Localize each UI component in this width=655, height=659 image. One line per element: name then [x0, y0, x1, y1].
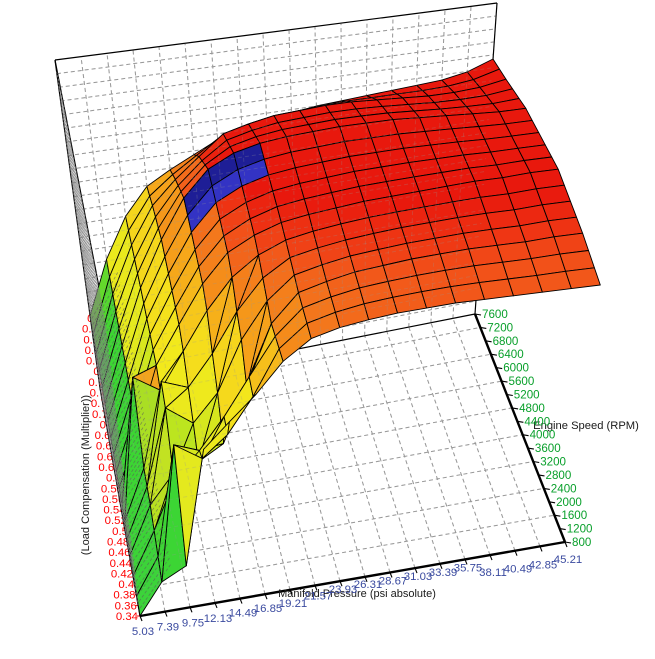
svg-text:3200: 3200 [540, 456, 566, 469]
svg-text:0.42: 0.42 [111, 568, 133, 580]
svg-text:14.49: 14.49 [229, 608, 258, 620]
svg-text:0.5: 0.5 [112, 526, 128, 538]
svg-text:35.75: 35.75 [454, 562, 483, 574]
svg-text:23.93: 23.93 [329, 584, 358, 596]
svg-text:1600: 1600 [561, 509, 587, 522]
svg-text:(Load Compensation (Multiplier: (Load Compensation (Multiplier)) [80, 395, 92, 555]
svg-text:2000: 2000 [556, 496, 582, 509]
svg-text:1200: 1200 [567, 523, 593, 536]
svg-text:0.46: 0.46 [108, 547, 130, 559]
svg-text:0.52: 0.52 [105, 515, 127, 527]
svg-text:19.21: 19.21 [279, 598, 308, 610]
svg-text:4400: 4400 [524, 415, 550, 428]
svg-text:16.85: 16.85 [254, 603, 283, 615]
svg-text:5.03: 5.03 [132, 626, 154, 638]
svg-text:2400: 2400 [551, 482, 577, 495]
svg-text:6800: 6800 [493, 335, 519, 348]
svg-text:6000: 6000 [503, 362, 529, 375]
svg-text:Engine Speed (RPM): Engine Speed (RPM) [533, 420, 639, 432]
svg-text:12.13: 12.13 [204, 613, 233, 625]
svg-text:31.03: 31.03 [404, 571, 433, 583]
svg-text:28.67: 28.67 [379, 576, 408, 588]
svg-text:0.38: 0.38 [113, 590, 135, 602]
svg-text:26.31: 26.31 [354, 579, 383, 591]
svg-text:4800: 4800 [519, 402, 545, 415]
svg-text:7200: 7200 [487, 321, 513, 334]
svg-text:0.34: 0.34 [116, 611, 138, 623]
svg-text:4000: 4000 [530, 429, 556, 442]
svg-text:40.49: 40.49 [504, 564, 533, 576]
svg-text:0.4: 0.4 [118, 579, 134, 591]
svg-text:0.36: 0.36 [115, 600, 137, 612]
svg-text:38.11: 38.11 [479, 567, 507, 579]
svg-text:33.39: 33.39 [429, 567, 458, 579]
svg-text:800: 800 [572, 536, 591, 549]
svg-text:Manifold Pressure (psi absolut: Manifold Pressure (psi absolute) [278, 588, 436, 600]
svg-text:5200: 5200 [514, 389, 540, 402]
svg-text:7.39: 7.39 [157, 622, 179, 634]
svg-text:6400: 6400 [498, 348, 524, 361]
svg-text:42.85: 42.85 [529, 559, 558, 571]
svg-text:45.21: 45.21 [554, 554, 583, 566]
svg-text:9.75: 9.75 [182, 617, 204, 629]
svg-text:0.48: 0.48 [107, 537, 129, 549]
svg-text:3600: 3600 [535, 442, 561, 455]
svg-text:21.57: 21.57 [304, 591, 333, 603]
svg-text:2800: 2800 [546, 469, 572, 482]
svg-text:0.44: 0.44 [110, 558, 132, 570]
svg-text:7600: 7600 [482, 308, 508, 321]
svg-text:0.54: 0.54 [103, 505, 125, 517]
svg-text:5600: 5600 [509, 375, 535, 388]
